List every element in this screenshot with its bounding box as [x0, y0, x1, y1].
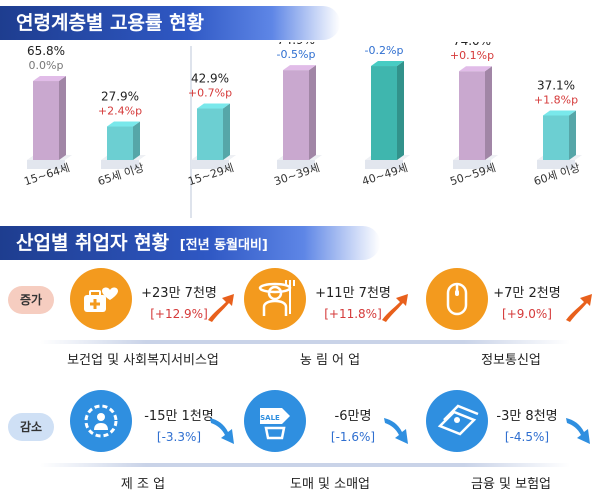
industry-name-agriculture: 농 림 어 업 — [299, 353, 361, 368]
bar-top — [371, 61, 404, 67]
bar-base — [453, 160, 491, 169]
svg-text:SALE: SALE — [260, 414, 280, 422]
bar-change-label: -0.5%p — [277, 48, 316, 61]
industry-value-manufacturing: -15만 1천명 [-3.3%] — [136, 407, 222, 447]
bar-side — [485, 66, 492, 160]
bar-base — [365, 160, 403, 169]
computer-mouse-icon — [426, 268, 488, 330]
worker-gear-icon — [70, 390, 132, 452]
industry-rate: [+12.9%] — [150, 307, 208, 321]
bar-change-label: 0.0%p — [29, 59, 64, 72]
section-subtitle: [전년 동월대비] — [179, 238, 268, 253]
industry-change: -15만 1천명 — [144, 409, 214, 424]
bar-side — [223, 103, 230, 160]
industry-change: +11만 7천명 — [315, 286, 391, 301]
industry-change: +7만 2천명 — [493, 286, 561, 301]
bar-change-label: +1.8%p — [534, 93, 578, 106]
industry-value-health: +23만 7천명 [+12.9%] — [136, 284, 222, 324]
section-title-text: 연령계층별 고용률 현황 — [16, 12, 205, 34]
industry-rate: [+9.0%] — [502, 307, 552, 321]
banknotes-icon — [426, 390, 488, 452]
industry-change: +23만 7천명 — [141, 286, 217, 301]
industry-rate: [+11.8%] — [324, 307, 382, 321]
bar-side — [59, 76, 66, 160]
bar-top — [283, 65, 316, 71]
industry-name-ict: 정보통신업 — [481, 353, 541, 368]
section-title-text: 산업별 취업자 현황 — [16, 232, 170, 254]
bar-top — [107, 121, 140, 127]
bar-side — [133, 121, 140, 160]
bar-base — [27, 160, 65, 169]
bar — [283, 70, 309, 160]
bar-base — [537, 160, 575, 169]
industry-name-wholesale: 도매 및 소매업 — [289, 477, 371, 492]
bar-value-label: 74.0% — [453, 42, 491, 48]
industry-change: -3만 8천명 — [496, 409, 558, 424]
bar-side — [309, 65, 316, 160]
bar — [107, 126, 133, 160]
industry-value-agriculture: +11만 7천명 [+11.8%] — [310, 284, 396, 324]
industry-value-finance: -3만 8천명 [-4.5%] — [484, 407, 570, 447]
bar-change-label: +2.4%p — [98, 105, 142, 118]
industry-rate: [-1.6%] — [330, 430, 376, 444]
industry-rate: [-4.5%] — [504, 430, 550, 444]
down-arrow-icon — [206, 414, 240, 448]
medical-kit-heart-icon — [70, 268, 132, 330]
sale-tag-icon: SALE — [244, 390, 306, 452]
bar-top — [459, 66, 492, 72]
bar-side — [569, 110, 576, 160]
bar-side — [397, 61, 404, 160]
bar-value-label: 27.9% — [101, 90, 139, 104]
row-divider — [40, 340, 570, 344]
bar — [33, 81, 59, 160]
industry-rate: [-3.3%] — [156, 430, 202, 444]
bar-top — [543, 110, 576, 116]
industry-name-manufacturing: 제 조 업 — [120, 477, 166, 492]
section-title-employment-rate: 연령계층별 고용률 현황 — [0, 6, 340, 40]
down-arrow-icon — [380, 414, 414, 448]
bar-top — [197, 103, 230, 109]
bar-base — [101, 160, 139, 169]
bar-change-label: -0.2%p — [365, 44, 404, 57]
decrease-badge: 감소 — [8, 413, 54, 441]
bar-change-label: +0.7%p — [188, 87, 232, 100]
bar — [197, 108, 223, 160]
industry-name-health: 보건업 및 사회복지서비스업 — [67, 353, 219, 368]
bar — [543, 115, 569, 160]
bar-top — [33, 76, 66, 82]
section-title-industry-employment: 산업별 취업자 현황 [전년 동월대비] — [0, 226, 380, 260]
up-arrow-icon — [562, 290, 596, 324]
down-arrow-icon — [562, 414, 596, 448]
bar-base — [277, 160, 315, 169]
bar-value-label: 74.9% — [277, 42, 315, 47]
industry-name-finance: 금융 및 보험업 — [470, 477, 552, 492]
industry-value-wholesale: -6만명 [-1.6%] — [310, 407, 396, 447]
farmer-icon — [244, 268, 306, 330]
row-divider — [40, 463, 570, 467]
industry-change: -6만명 — [334, 409, 372, 424]
bar — [459, 71, 485, 160]
industry-value-ict: +7만 2천명 [+9.0%] — [484, 284, 570, 324]
bar-value-label: 78.3% — [365, 42, 403, 43]
up-arrow-icon — [378, 290, 412, 324]
bar-value-label: 42.9% — [191, 72, 229, 86]
increase-badge: 증가 — [8, 286, 54, 314]
bar-value-label: 65.8% — [27, 44, 65, 58]
bar — [371, 66, 397, 160]
bar-change-label: +0.1%p — [450, 49, 494, 62]
bar-value-label: 37.1% — [537, 78, 575, 92]
up-arrow-icon — [204, 290, 238, 324]
bar-base — [191, 160, 229, 169]
